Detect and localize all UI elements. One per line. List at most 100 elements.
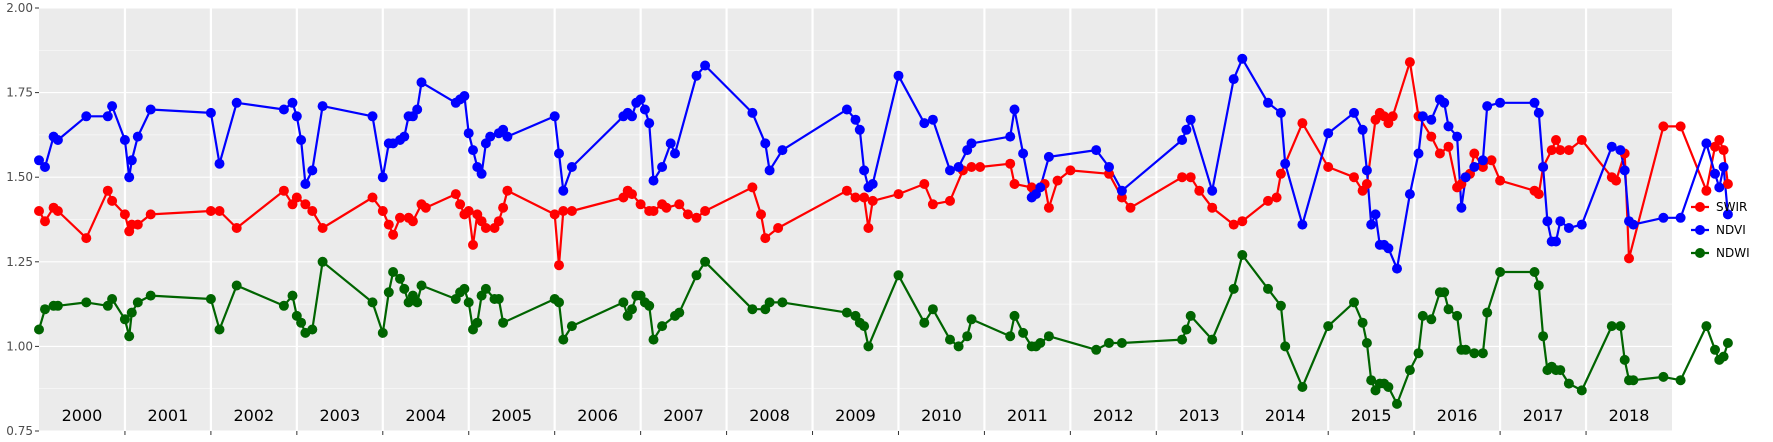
swir-point xyxy=(420,202,431,213)
ndwi-point xyxy=(1615,321,1626,332)
ndvi-point xyxy=(665,138,676,149)
ndwi-point xyxy=(945,334,955,345)
swir-point xyxy=(1658,121,1669,132)
ndvi-point xyxy=(214,158,225,169)
ndwi-point xyxy=(1009,310,1020,321)
ndvi-point xyxy=(1615,145,1626,156)
swir-point xyxy=(1718,145,1729,156)
swir-point xyxy=(558,206,569,216)
ndwi-point xyxy=(412,297,423,308)
ndwi-point xyxy=(962,331,973,342)
ndwi-point xyxy=(145,290,156,301)
swir-point xyxy=(307,206,318,216)
swir-point xyxy=(407,216,418,227)
ndwi-point xyxy=(1538,331,1549,342)
ndvi-point xyxy=(1714,182,1725,193)
swir-point xyxy=(1043,202,1054,213)
swir-point xyxy=(1271,192,1282,203)
ndwi-point xyxy=(777,297,788,308)
ndwi-point xyxy=(1349,297,1359,308)
ndvi-point xyxy=(1619,165,1630,176)
ndwi-point xyxy=(1563,378,1574,389)
ndvi-point xyxy=(760,138,771,149)
swir-point xyxy=(549,209,560,220)
ndwi-point xyxy=(1361,338,1372,348)
ndvi-point xyxy=(1628,219,1639,230)
ndwi-point xyxy=(472,317,483,328)
swir-point xyxy=(388,229,399,240)
swir-point xyxy=(107,195,118,206)
ndwi-point xyxy=(1177,334,1188,345)
swir-point xyxy=(1228,219,1239,230)
ndvi-point xyxy=(119,135,130,145)
swir-point xyxy=(966,162,977,172)
ndvi-point xyxy=(670,148,680,159)
year-label-2009: 2009 xyxy=(835,406,876,425)
ndwi-point xyxy=(863,341,874,352)
ndvi-point xyxy=(52,135,63,145)
swir-point xyxy=(214,206,225,216)
year-label-2012: 2012 xyxy=(1093,406,1134,425)
series-points-ndvi xyxy=(34,53,1733,274)
ndwi-point xyxy=(214,324,225,335)
swir-point xyxy=(1551,135,1561,145)
year-label-2010: 2010 xyxy=(921,406,962,425)
swir-point xyxy=(1323,162,1334,172)
ndwi-point xyxy=(1555,365,1566,376)
ndvi-point xyxy=(1701,138,1712,149)
swir-point xyxy=(773,223,784,233)
ndwi-point xyxy=(1413,348,1424,359)
ndwi-point xyxy=(377,327,388,338)
ndwi-point xyxy=(1185,310,1196,321)
swir-point xyxy=(145,209,156,220)
ndvi-point xyxy=(893,70,904,81)
ndvi-point xyxy=(205,107,216,118)
ndvi-point xyxy=(1228,74,1239,85)
ndwi-point xyxy=(1383,382,1394,392)
ndvi-point xyxy=(1477,155,1488,166)
swir-point xyxy=(1009,179,1020,189)
ndvi-point xyxy=(126,155,137,166)
ndvi-point xyxy=(1009,104,1020,115)
ndwi-point xyxy=(966,314,977,325)
swir-point xyxy=(635,199,646,210)
ndwi-point xyxy=(383,287,394,298)
swir-point xyxy=(498,202,509,213)
swir-point xyxy=(566,206,577,216)
swir-point xyxy=(480,223,491,233)
ndwi-point xyxy=(1035,338,1046,348)
swir-point xyxy=(1052,175,1063,186)
ndvi-point xyxy=(1482,101,1493,112)
series-points-ndwi xyxy=(34,250,1733,409)
ndwi-point xyxy=(205,294,216,304)
swir-point xyxy=(1237,216,1248,227)
ndvi-point xyxy=(639,104,650,115)
ndvi-point xyxy=(1722,209,1733,220)
swir-point xyxy=(1555,145,1566,156)
swir-point xyxy=(1563,145,1574,156)
ndwi-point xyxy=(618,297,629,308)
ndvi-point xyxy=(1280,158,1291,169)
ndvi-point xyxy=(927,114,938,125)
ndvi-point xyxy=(102,111,113,122)
ndwi-point xyxy=(1718,351,1729,362)
ndwi-point xyxy=(859,321,870,332)
year-label-2008: 2008 xyxy=(749,406,790,425)
ndvi-point xyxy=(1263,97,1273,108)
swir-point xyxy=(1185,172,1196,183)
ndvi-point xyxy=(1207,185,1218,196)
swir-point xyxy=(627,189,637,200)
swir-point xyxy=(945,195,955,206)
ndvi-point xyxy=(747,107,758,118)
ndwi-point xyxy=(1181,324,1192,335)
y-tick-label: 1.50 xyxy=(6,170,33,184)
y-tick-label: 2.00 xyxy=(6,1,33,15)
swir-point xyxy=(119,209,130,220)
swir-point xyxy=(1486,155,1497,166)
ndvi-point xyxy=(1035,182,1046,193)
ndvi-point xyxy=(1542,216,1553,227)
ndvi-point xyxy=(1349,107,1359,118)
ndvi-point xyxy=(1392,263,1402,274)
ndwi-point xyxy=(691,270,702,281)
swir-point xyxy=(205,206,216,216)
